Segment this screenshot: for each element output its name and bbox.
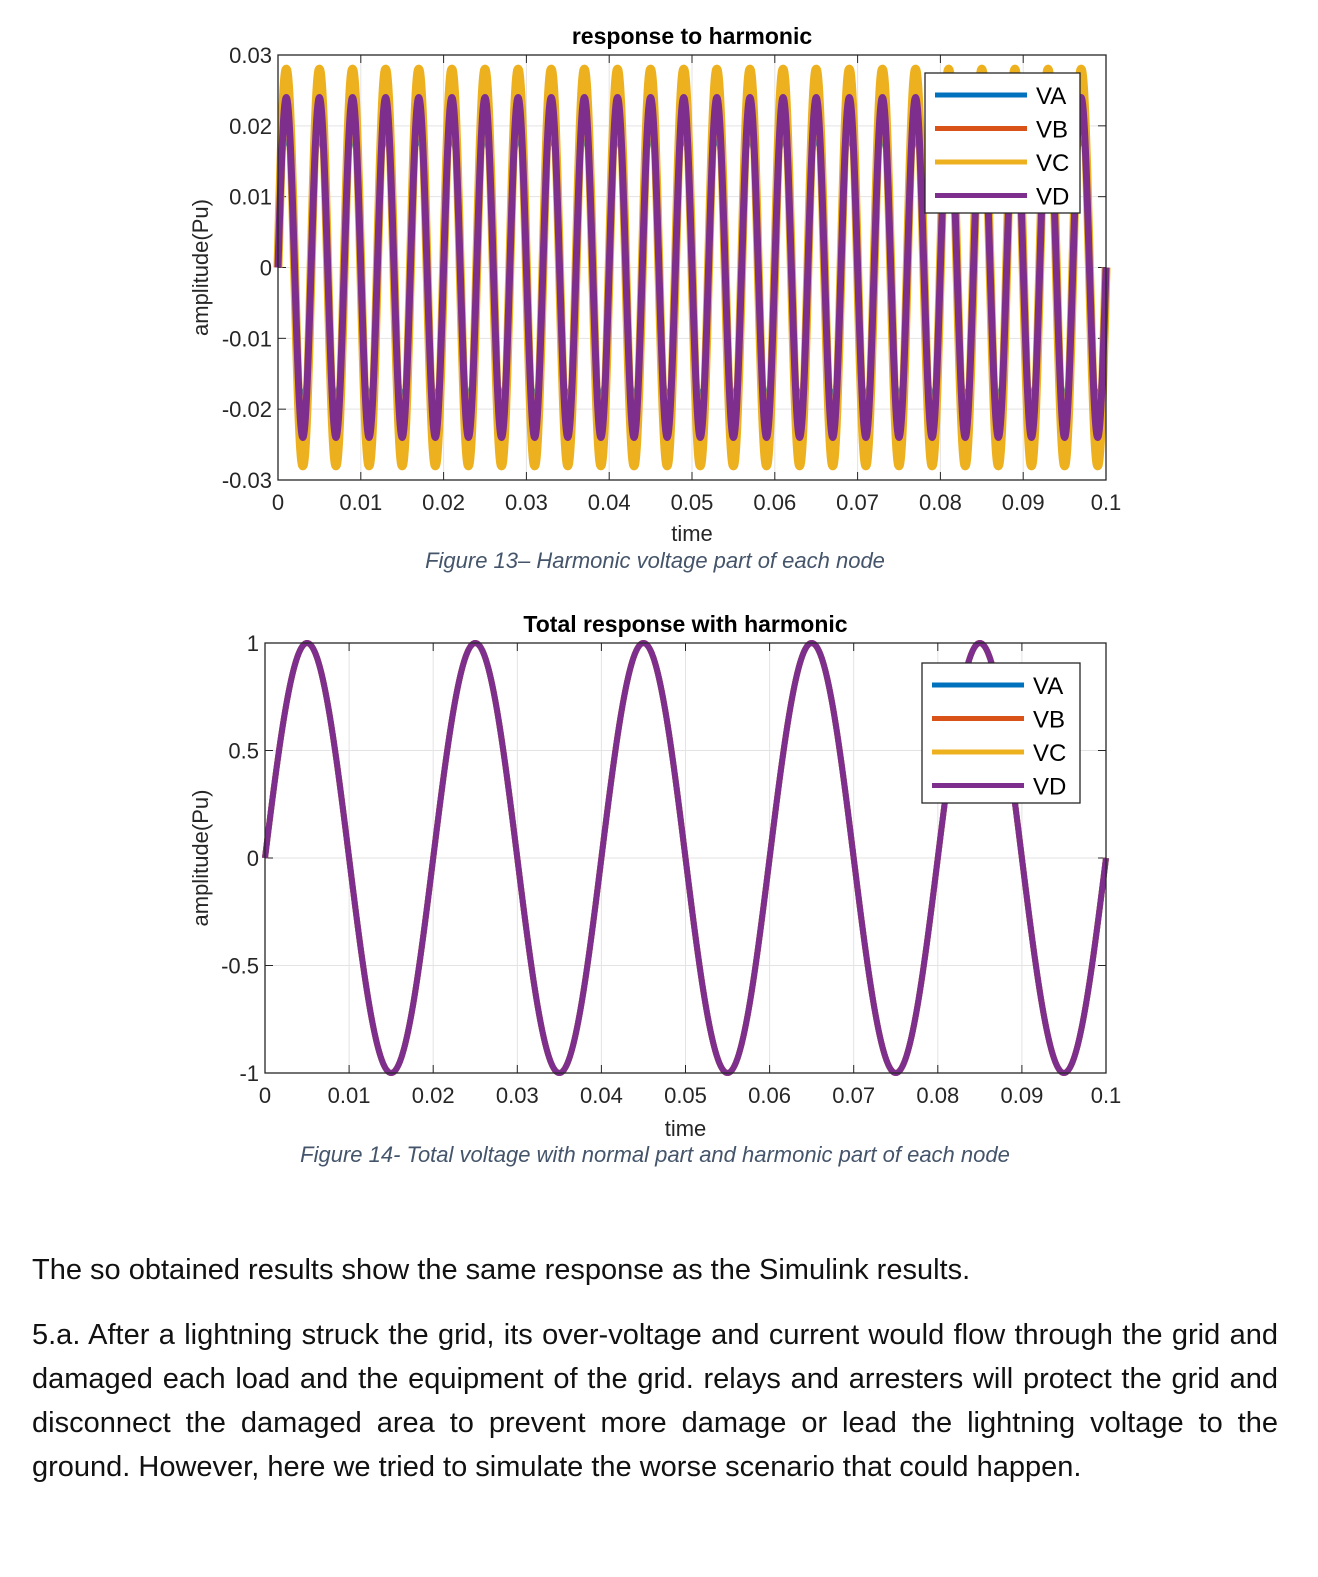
x-tick-label: 0.07	[836, 490, 879, 515]
axes-box	[264, 642, 1107, 1074]
x-tick-label: 0.08	[919, 490, 962, 515]
x-tick-label: 0.03	[505, 490, 548, 515]
legend-label-vc: VC	[1036, 150, 1069, 177]
x-tick-label: 0	[259, 1083, 271, 1108]
x-tick-label: 0.02	[422, 490, 465, 515]
x-tick-label: 0.1	[1091, 1083, 1122, 1108]
y-axis-label: amplitude(Pu)	[188, 790, 213, 927]
y-tick-label: -0.03	[222, 468, 272, 493]
legend: VA VB VC VD	[924, 72, 1081, 214]
x-tick-label: 0.03	[496, 1083, 539, 1108]
body-paragraph-1: The so obtained results show the same re…	[32, 1254, 971, 1286]
harmonic-response-chart: 0 0.01 0.02 0.03 0.04 0.05 0.06 0.07 0.08 0.09 0.1…	[188, 23, 1122, 546]
legend-label-vd: VD	[1033, 774, 1066, 801]
x-tick-label: 0.08	[916, 1083, 959, 1108]
y-tick-label: -0.5	[221, 954, 259, 979]
x-tick-label: 0.02	[412, 1083, 455, 1108]
x-tick-label: 0.05	[664, 1083, 707, 1108]
legend-label-vc: VC	[1033, 740, 1066, 767]
x-tick-label: 0.06	[753, 490, 796, 515]
y-tick-label: 0.02	[229, 114, 272, 139]
axes-box	[277, 54, 1107, 481]
y-tick-label: -1	[239, 1061, 259, 1086]
y-tick-label: 0	[247, 846, 259, 871]
figure-13-caption: Figure 13– Harmonic voltage part of each…	[425, 548, 885, 573]
x-tick-label: 0.01	[328, 1083, 371, 1108]
chart-title: Total response with harmonic	[523, 611, 847, 637]
y-tick-label: 1	[247, 631, 259, 656]
body-paragraph-2: 5.a. After a lightning struck the grid, …	[32, 1319, 1278, 1483]
legend-label-vb: VB	[1033, 707, 1065, 734]
series-line-vd	[274, 94, 1110, 441]
legend: VA VB VC VD	[921, 662, 1081, 804]
x-tick-label: 0.07	[832, 1083, 875, 1108]
y-tick-label: -0.02	[222, 397, 272, 422]
x-tick-label: 0.04	[580, 1083, 623, 1108]
x-tick-label: 0.1	[1091, 490, 1122, 515]
x-tick-label: 0.04	[588, 490, 631, 515]
legend-label-vb: VB	[1036, 117, 1068, 144]
y-tick-label: 0	[260, 256, 272, 281]
legend-label-vd: VD	[1036, 184, 1069, 211]
x-tick-label: 0.05	[671, 490, 714, 515]
x-axis-label: time	[671, 521, 713, 546]
y-tick-label: 0.01	[229, 185, 272, 210]
legend-label-va: VA	[1033, 673, 1063, 700]
x-tick-label: 0.09	[1002, 490, 1045, 515]
total-response-chart: 0 0.01 0.02 0.03 0.04 0.05 0.06 0.07 0.08 0.09 0.1…	[188, 611, 1122, 1141]
x-tick-label: 0.09	[1000, 1083, 1043, 1108]
x-tick-label: 0.06	[748, 1083, 791, 1108]
y-axis-label: amplitude(Pu)	[188, 199, 213, 336]
chart-title: response to harmonic	[572, 23, 812, 49]
y-tick-label: 0.5	[228, 739, 259, 764]
figure-14-caption: Figure 14- Total voltage with normal par…	[300, 1142, 1010, 1167]
x-tick-label: 0	[272, 490, 284, 515]
x-tick-label: 0.01	[339, 490, 382, 515]
y-tick-label: 0.03	[229, 43, 272, 68]
x-axis-label: time	[665, 1116, 707, 1141]
legend-label-va: VA	[1036, 83, 1066, 110]
y-tick-label: -0.01	[222, 326, 272, 351]
